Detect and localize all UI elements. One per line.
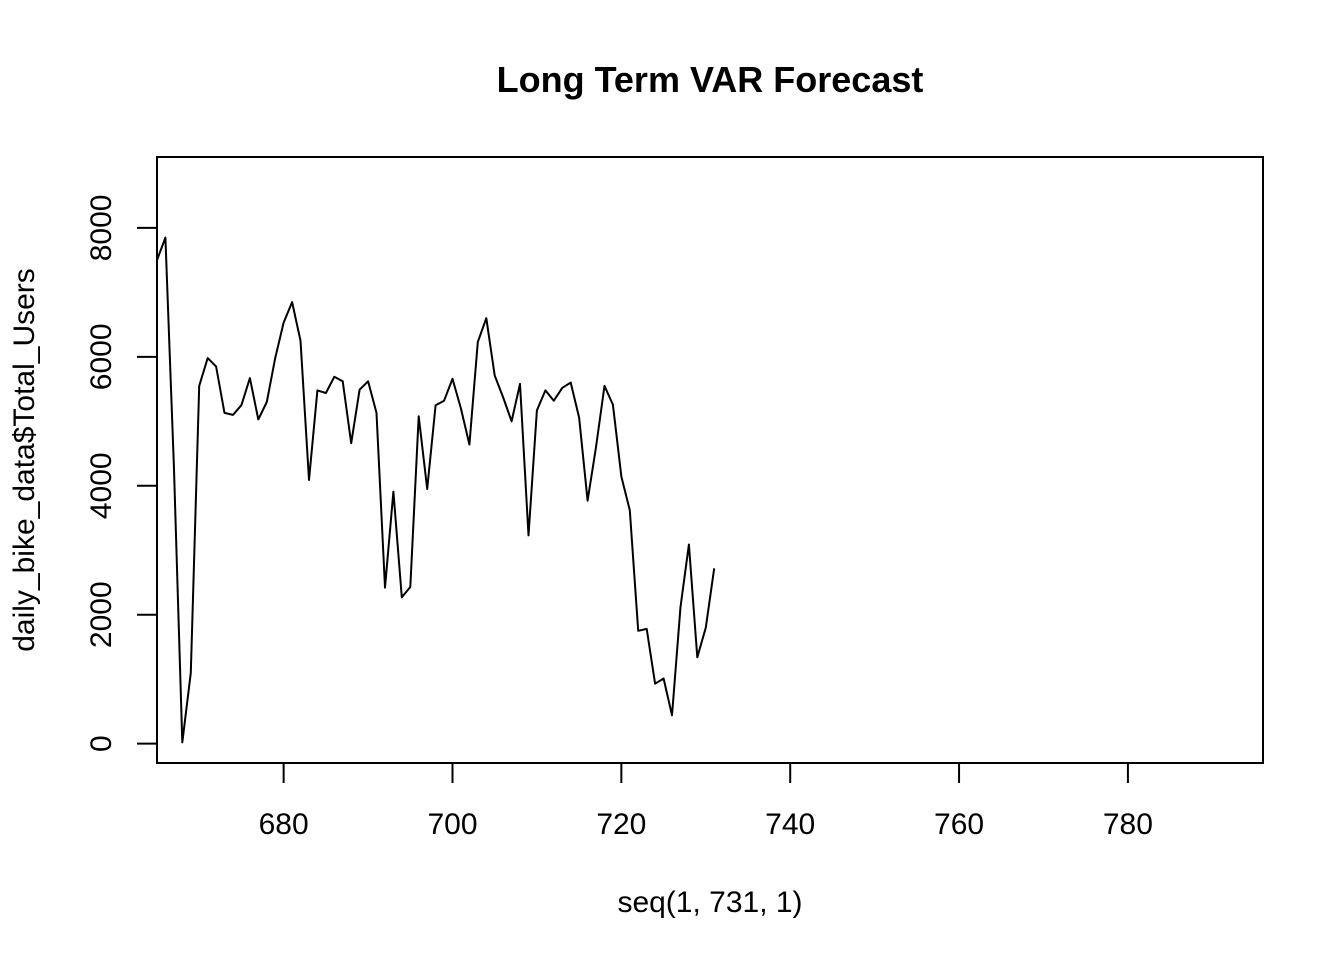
x-axis: 680 700 720 740 760 780	[259, 763, 1153, 841]
x-tick-label: 780	[1103, 808, 1153, 841]
y-tick-label: 2000	[85, 581, 118, 648]
plot-frame	[156, 156, 1264, 764]
y-tick-label: 8000	[85, 195, 118, 262]
y-axis: 0 2000 4000 6000 8000	[85, 195, 157, 752]
series-line	[156, 236, 716, 744]
y-tick-label: 4000	[85, 452, 118, 519]
x-tick-label: 720	[596, 808, 646, 841]
y-tick-label: 6000	[85, 323, 118, 390]
chart-title: Long Term VAR Forecast	[497, 59, 924, 100]
y-tick-label: 0	[85, 735, 118, 752]
x-tick-label: 740	[765, 808, 815, 841]
y-axis-label: daily_bike_data$Total_Users	[8, 268, 41, 652]
x-axis-label: seq(1, 731, 1)	[617, 886, 802, 919]
x-tick-label: 760	[934, 808, 984, 841]
x-tick-label: 700	[427, 808, 477, 841]
x-tick-label: 680	[259, 808, 309, 841]
